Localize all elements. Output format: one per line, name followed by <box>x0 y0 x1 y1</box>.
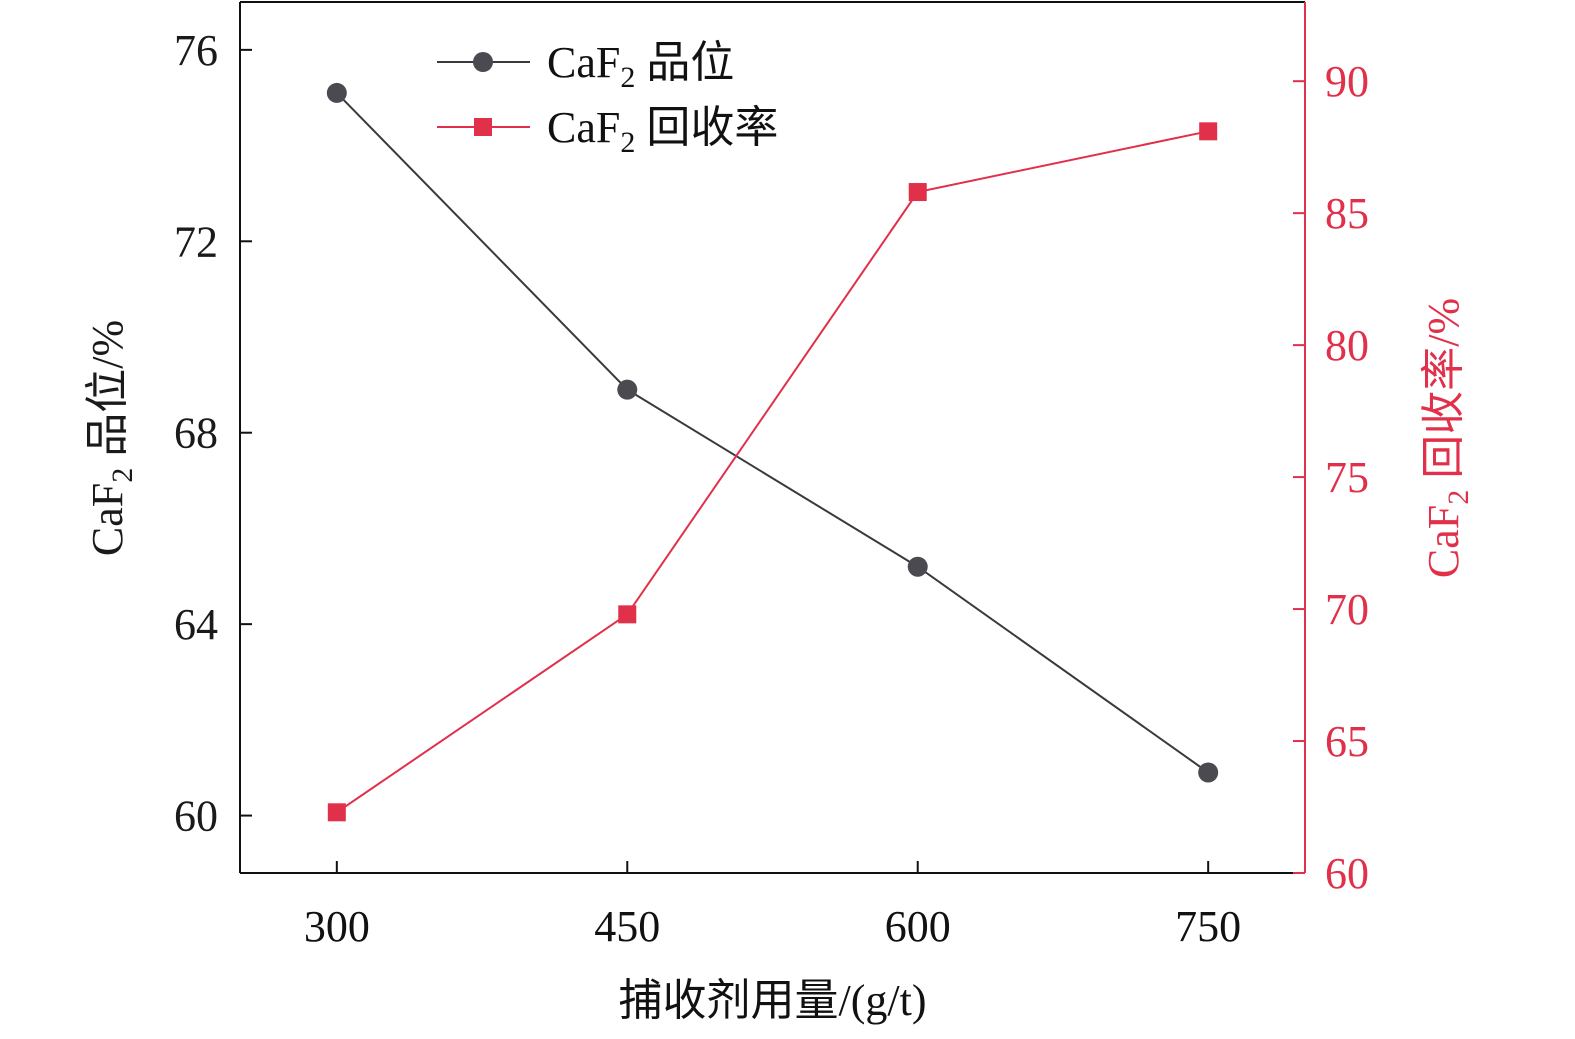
series-line-2 <box>336 130 1209 814</box>
legend-label-1: CaF2 品位 <box>547 38 734 94</box>
right-y-axis-title: CaF2 回收率/% <box>1419 298 1475 578</box>
x-tick-label: 600 <box>885 902 951 951</box>
left-y-tick-label: 68 <box>174 409 218 458</box>
x-axis-title: 捕收剂用量/(g/t) <box>619 976 927 1025</box>
right-y-tick-label: 80 <box>1325 321 1369 370</box>
x-tick-label: 450 <box>594 902 660 951</box>
series-line-1 <box>336 92 1209 774</box>
right-y-tick-label: 60 <box>1325 849 1369 898</box>
series-1-point <box>326 82 347 103</box>
left-y-tick-label: 72 <box>174 217 218 266</box>
series-1-point <box>617 379 638 400</box>
series-layer <box>326 82 1219 822</box>
x-tick-label: 300 <box>304 902 370 951</box>
series-2-point <box>327 803 346 822</box>
right-y-tick-label: 85 <box>1325 189 1369 238</box>
right-y-tick-label: 75 <box>1325 453 1369 502</box>
legend-marker-2 <box>474 118 492 136</box>
right-y-tick-label: 70 <box>1325 585 1369 634</box>
series-2-point <box>1199 122 1218 141</box>
x-tick-label: 750 <box>1175 902 1241 951</box>
left-y-tick-label: 60 <box>174 792 218 841</box>
series-2-point <box>908 183 927 202</box>
legend-marker-1 <box>473 52 493 72</box>
left-y-tick-label: 76 <box>174 26 218 75</box>
left-y-axis-title: CaF2 品位/% <box>83 320 139 556</box>
legend-label-2: CaF2 回收率 <box>547 103 778 159</box>
legend: CaF2 品位 CaF2 回收率 <box>437 38 778 159</box>
series-1-point <box>1198 762 1219 783</box>
left-y-tick-label: 64 <box>174 600 218 649</box>
series-2-point <box>618 605 637 624</box>
right-y-tick-label: 90 <box>1325 57 1369 106</box>
series-1-point <box>907 556 928 577</box>
axes-layer: 300 450 600 750 60 64 68 72 76 60 65 70 75 80 85 90 捕收剂用… <box>83 1 1475 1025</box>
right-y-tick-label: 65 <box>1325 717 1369 766</box>
